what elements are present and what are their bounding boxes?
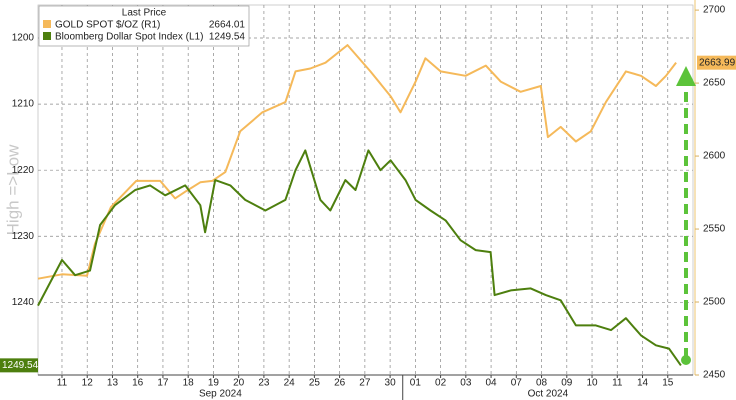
- arrow-head: [676, 66, 696, 86]
- x-tick-label: 12: [82, 378, 94, 389]
- y2-tick-label: 2650: [703, 78, 726, 89]
- legend: Last Price GOLD SPOT $/OZ (R1) 2664.01 B…: [38, 5, 250, 47]
- x-tick-label: 07: [511, 378, 523, 389]
- legend-label: GOLD SPOT $/OZ (R1): [55, 20, 160, 31]
- x-tick-label: 11: [612, 378, 623, 389]
- x-tick-label: 01: [410, 378, 422, 389]
- value-badge: [0, 358, 38, 373]
- x-tick-label: 13: [107, 378, 119, 389]
- month-label: Sep 2024: [199, 389, 242, 400]
- x-tick-label: 20: [233, 378, 245, 389]
- legend-swatch: [43, 20, 51, 28]
- y2-tick-label: 2700: [703, 5, 726, 16]
- y-tick-label: 1230: [12, 231, 35, 242]
- x-tick-label: 15: [662, 378, 674, 389]
- x-tick-label: 16: [132, 378, 144, 389]
- x-tick-label: 27: [359, 378, 371, 389]
- x-tick-label: 25: [309, 378, 321, 389]
- annotation-arrow: [676, 66, 696, 365]
- y2-tick-label: 2550: [703, 224, 726, 235]
- value-badge-label: 1249.54: [2, 360, 39, 371]
- month-label: Oct 2024: [528, 389, 569, 400]
- y-tick-label: 1210: [12, 99, 35, 110]
- y2-tick-label: 2450: [703, 370, 726, 381]
- y2-tick-label: 2600: [703, 151, 726, 162]
- x-tick-label: 14: [637, 378, 649, 389]
- legend-title: Last Price: [122, 8, 167, 19]
- legend-value: 2664.01: [209, 20, 246, 31]
- legend-value: 1249.54: [209, 32, 246, 43]
- x-tick-label: 17: [157, 378, 169, 389]
- y-tick-label: 1200: [12, 33, 35, 44]
- legend-box: [38, 5, 250, 47]
- x-tick-label: 03: [460, 378, 472, 389]
- series-line: [37, 149, 682, 366]
- x-tick-label: 11: [57, 378, 68, 389]
- x-tick-label: 08: [536, 378, 548, 389]
- x-tick-label: 04: [486, 378, 498, 389]
- value-badge: [697, 55, 736, 70]
- y-tick-label: 1240: [12, 297, 35, 308]
- x-tick-label: 02: [435, 378, 447, 389]
- x-tick-label: 24: [284, 378, 296, 389]
- x-tick-label: 30: [385, 378, 397, 389]
- value-badge-label: 2663.99: [699, 57, 736, 68]
- x-tick-label: 26: [334, 378, 346, 389]
- x-tick-label: 10: [586, 378, 598, 389]
- y2-tick-label: 2500: [703, 297, 726, 308]
- y-axis-label: High =>Low: [3, 144, 22, 235]
- x-tick-label: 18: [183, 378, 195, 389]
- x-tick-label: 19: [208, 378, 220, 389]
- legend-swatch: [43, 32, 51, 40]
- x-tick-label: 09: [561, 378, 573, 389]
- arrow-start: [681, 355, 691, 365]
- x-tick-label: 23: [258, 378, 270, 389]
- legend-label: Bloomberg Dollar Spot Index (L1): [55, 32, 203, 43]
- series-line: [37, 44, 677, 280]
- y-tick-label: 1220: [12, 165, 35, 176]
